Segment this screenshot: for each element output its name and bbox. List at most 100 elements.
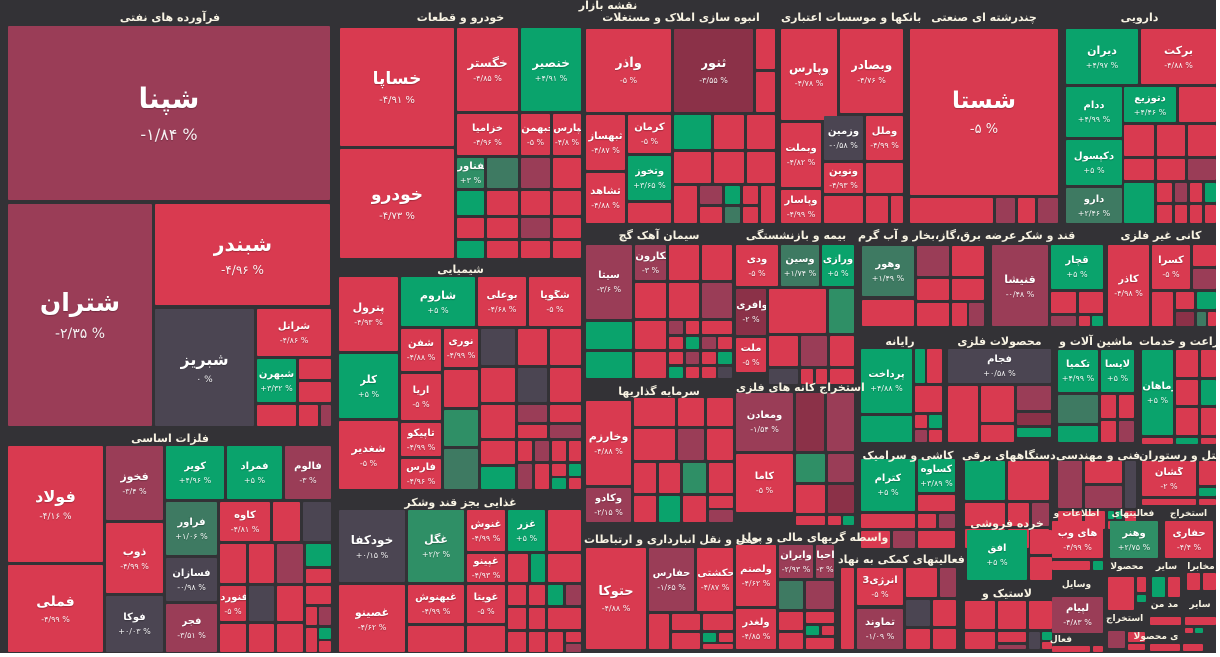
tile[interactable]: [1018, 198, 1035, 223]
tile[interactable]: [1030, 557, 1052, 580]
tile[interactable]: [659, 463, 680, 493]
tile[interactable]: [700, 186, 722, 204]
tile-وزمین[interactable]: وزمین -۰/۵۸ %: [824, 116, 863, 160]
tile[interactable]: [1175, 205, 1187, 223]
tile[interactable]: [829, 289, 854, 333]
tile[interactable]: [321, 405, 331, 426]
tile[interactable]: [1185, 617, 1216, 625]
tile-کساوه[interactable]: کساوه +۳/۸۹ %: [918, 459, 955, 492]
tile[interactable]: [518, 464, 532, 489]
tile[interactable]: [1032, 503, 1049, 526]
tile[interactable]: [796, 485, 825, 513]
tile-خبهمن[interactable]: خبهمن -۵ %: [521, 114, 550, 155]
tile[interactable]: [669, 283, 699, 318]
tile[interactable]: [915, 430, 927, 442]
tile[interactable]: [1092, 316, 1103, 326]
tile[interactable]: [674, 152, 711, 183]
tile[interactable]: [1205, 205, 1216, 223]
tile[interactable]: [1058, 426, 1098, 442]
tile[interactable]: [634, 398, 675, 426]
tile[interactable]: [529, 608, 545, 629]
tile[interactable]: [550, 405, 581, 422]
tile[interactable]: [521, 191, 550, 215]
tile-وتخوز[interactable]: وتخوز +۳/۶۵ %: [628, 156, 671, 200]
tile[interactable]: [702, 337, 716, 349]
tile-فملی[interactable]: فملی -۴/۹۹ %: [8, 565, 103, 652]
tile-فجر[interactable]: فجر -۳/۵۱ %: [166, 604, 217, 652]
tile-کاذر[interactable]: کاذر -۴/۹۸ %: [1108, 245, 1149, 326]
tile[interactable]: [531, 554, 545, 582]
tile[interactable]: [299, 359, 331, 379]
tile[interactable]: [702, 367, 716, 378]
tile-کترام[interactable]: کترام +۵ %: [861, 459, 915, 511]
tile-زماهان[interactable]: زماهان +۵ %: [1142, 350, 1173, 435]
tile[interactable]: [487, 191, 518, 215]
tile-شستا[interactable]: شستا -۵ %: [910, 29, 1058, 195]
tile[interactable]: [1185, 628, 1193, 633]
tile[interactable]: [969, 303, 984, 326]
tile[interactable]: [910, 198, 993, 223]
tile[interactable]: [548, 510, 581, 551]
tile[interactable]: [1128, 632, 1145, 642]
tile[interactable]: [518, 329, 547, 365]
tile[interactable]: [702, 352, 716, 364]
tile[interactable]: [1008, 461, 1049, 500]
tile[interactable]: [1176, 312, 1194, 326]
tile[interactable]: [566, 585, 581, 605]
tile-افق[interactable]: افق +۵ %: [967, 530, 1027, 580]
tile[interactable]: [634, 429, 675, 460]
tile[interactable]: [702, 245, 732, 280]
tile[interactable]: [508, 632, 526, 652]
tile[interactable]: [1201, 380, 1216, 405]
tile[interactable]: [939, 514, 955, 528]
tile[interactable]: [508, 585, 526, 605]
tile[interactable]: [796, 516, 825, 525]
tile-فارس[interactable]: فارس -۴/۹۶ %: [401, 459, 441, 489]
tile[interactable]: [518, 368, 547, 402]
tile[interactable]: [1137, 577, 1146, 592]
tile[interactable]: [952, 246, 984, 276]
tile[interactable]: [769, 336, 798, 366]
tile[interactable]: [299, 405, 318, 426]
tile[interactable]: [828, 454, 854, 482]
tile[interactable]: [965, 503, 1005, 526]
tile[interactable]: [306, 544, 331, 566]
tile[interactable]: [702, 321, 732, 334]
tile-کاوه[interactable]: کاوه -۴/۸۱ %: [220, 502, 270, 541]
tile[interactable]: [444, 449, 478, 489]
tile[interactable]: [550, 329, 581, 365]
tile[interactable]: [674, 115, 711, 149]
tile-فوکا[interactable]: فوکا +۰/۰۳ %: [106, 596, 163, 652]
tile-لپیام[interactable]: لپیام -۴/۸۳ %: [1052, 597, 1103, 633]
tile-ودی[interactable]: ودی -۵ %: [736, 245, 778, 286]
tile[interactable]: [707, 429, 733, 460]
tile-شپنا[interactable]: شپنا -۱/۸۴ %: [8, 26, 330, 200]
tile[interactable]: [1201, 408, 1216, 435]
tile[interactable]: [1150, 617, 1181, 625]
tile[interactable]: [952, 279, 984, 300]
tile[interactable]: [866, 196, 888, 223]
tile-ذوب[interactable]: ذوب -۴/۹۹ %: [106, 523, 163, 593]
tile[interactable]: [635, 283, 666, 318]
tile[interactable]: [669, 337, 683, 349]
tile-ومعادن[interactable]: ومعادن -۱/۵۴ %: [736, 393, 793, 451]
tile[interactable]: [1190, 205, 1202, 223]
tile[interactable]: [669, 245, 699, 280]
tile[interactable]: [1042, 642, 1052, 649]
tile[interactable]: [249, 624, 274, 652]
tile[interactable]: [965, 601, 995, 629]
tile[interactable]: [548, 608, 581, 629]
tile-شبریز[interactable]: شبریز ۰ %: [155, 309, 254, 426]
tile[interactable]: [508, 554, 528, 582]
tile-حکشتی[interactable]: حکشتی -۴/۸۷ %: [697, 548, 733, 611]
tile[interactable]: [1079, 292, 1103, 313]
tile[interactable]: [678, 398, 704, 426]
tile[interactable]: [918, 514, 936, 528]
tile-شبهرن[interactable]: شبهرن +۳/۳۲ %: [257, 359, 296, 402]
tile-ددام[interactable]: ددام +۴/۹۹ %: [1066, 87, 1122, 137]
tile[interactable]: [521, 241, 550, 258]
tile-تاپیکو[interactable]: تاپیکو -۴/۹۹ %: [401, 423, 441, 456]
tile[interactable]: [700, 207, 722, 223]
tile[interactable]: [1142, 438, 1173, 444]
tile[interactable]: [1052, 561, 1090, 570]
